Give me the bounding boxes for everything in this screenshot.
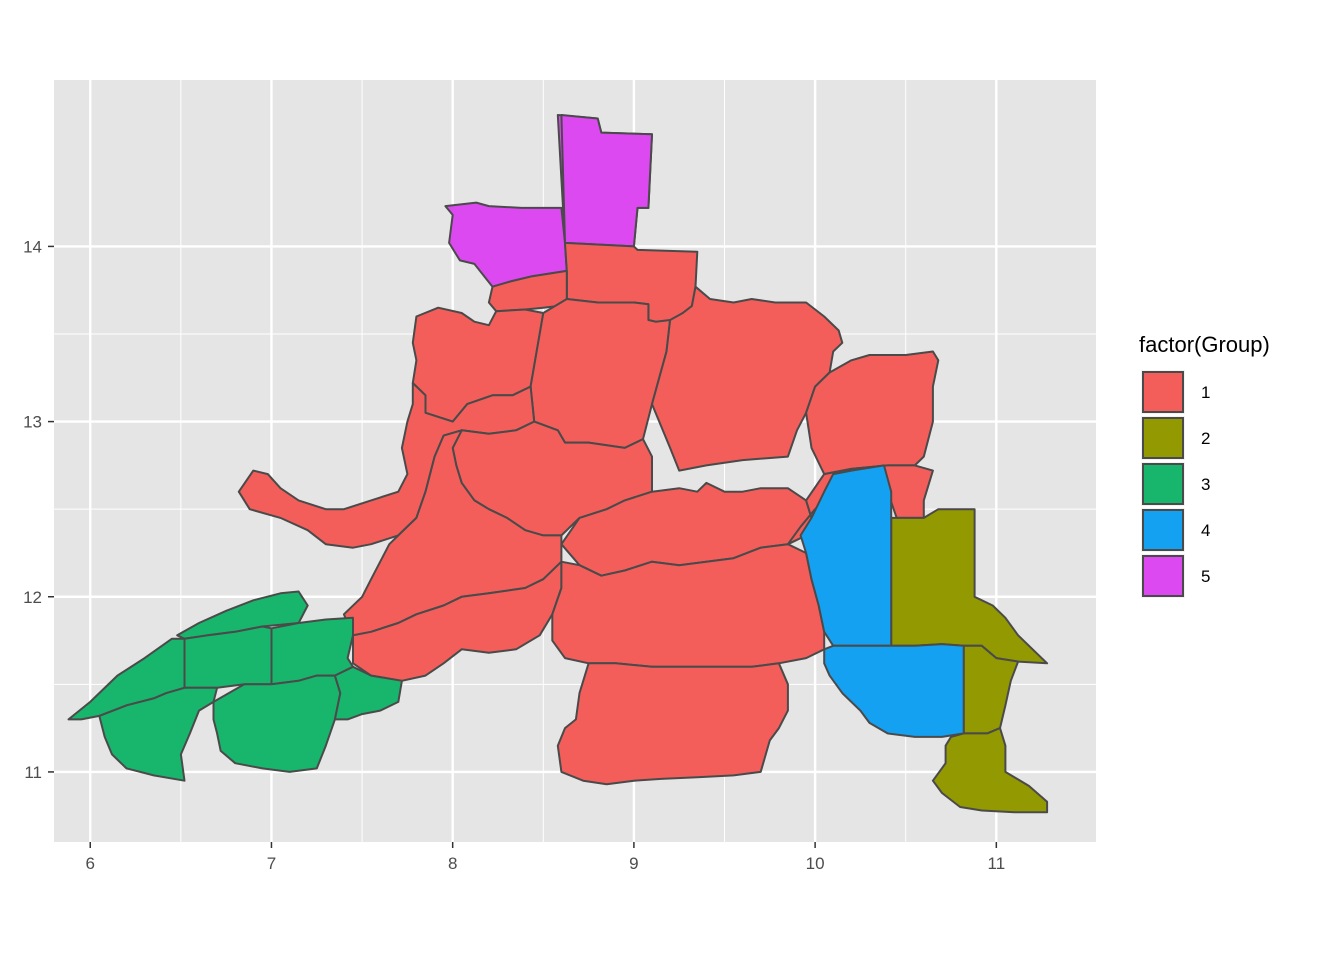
- region-group-1: [556, 662, 789, 786]
- legend-label: 2: [1201, 429, 1210, 448]
- map-regions: [67, 114, 1049, 814]
- region-group-1: [651, 285, 844, 472]
- region-group-3: [98, 686, 219, 782]
- region-group-1: [551, 543, 826, 668]
- legend-swatch: [1142, 463, 1184, 505]
- x-tick-label: 9: [629, 854, 638, 873]
- x-tick-label: 10: [806, 854, 825, 873]
- y-tick-label: 14: [23, 237, 42, 256]
- region-group-1: [237, 382, 536, 549]
- x-axis: 6 7 8 9 10 11: [86, 842, 1006, 873]
- x-tick-label: 11: [988, 854, 1006, 873]
- x-tick-label: 7: [267, 854, 276, 873]
- x-tick-label: 8: [448, 854, 457, 873]
- legend-label: 5: [1201, 567, 1210, 586]
- region-group-3: [212, 674, 342, 773]
- legend-label: 3: [1201, 475, 1210, 494]
- legend-swatch: [1142, 555, 1184, 597]
- y-axis: 11 12 13 14: [23, 237, 54, 782]
- y-tick-label: 12: [23, 588, 42, 607]
- legend-swatch: [1142, 371, 1184, 413]
- legend-swatch: [1142, 417, 1184, 459]
- legend-swatch: [1142, 509, 1184, 551]
- y-tick-label: 11: [24, 763, 42, 782]
- x-tick-label: 6: [86, 854, 95, 873]
- legend-title: factor(Group): [1139, 332, 1270, 357]
- legend-label: 4: [1201, 521, 1210, 540]
- y-tick-label: 13: [23, 413, 42, 432]
- legend: factor(Group) 1 2 3 4 5: [1139, 332, 1270, 598]
- legend-label: 1: [1201, 383, 1210, 402]
- region-group-3: [333, 665, 403, 721]
- region-group-1: [805, 350, 940, 476]
- region-group-2: [931, 727, 1049, 814]
- region-group-4: [823, 643, 965, 738]
